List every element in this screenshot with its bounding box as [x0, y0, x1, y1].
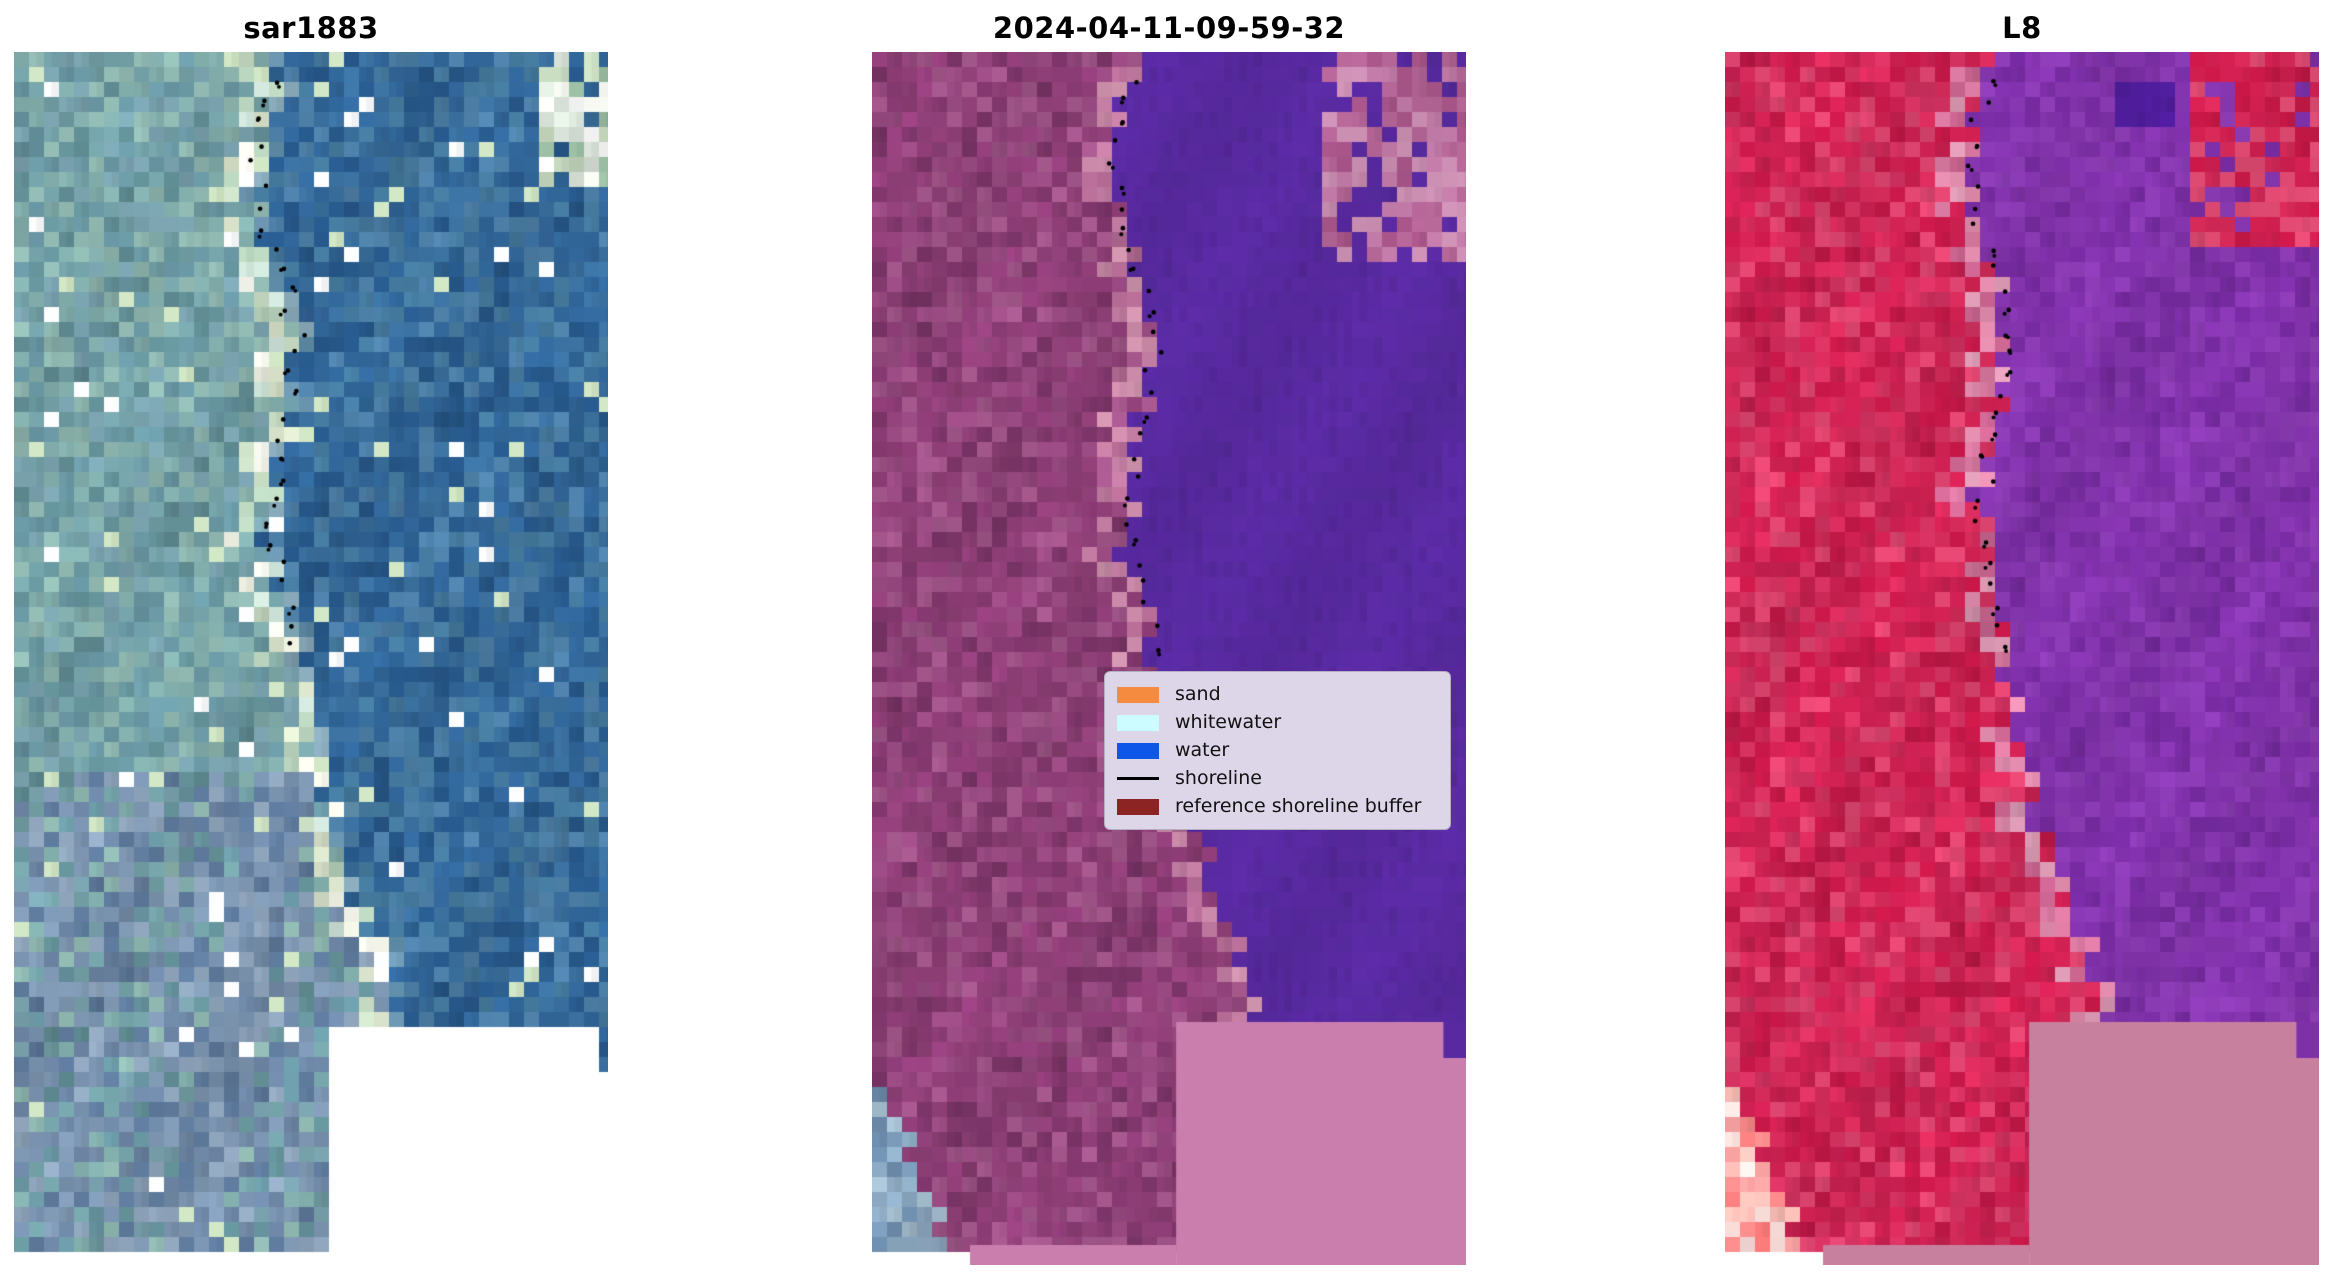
legend-swatch-water [1117, 742, 1159, 759]
legend: sand whitewater water shoreline reference sh… [1104, 671, 1451, 830]
legend-label: whitewater [1175, 711, 1282, 733]
legend-label: water [1175, 739, 1230, 761]
panel-classified-image: 2024-04-11-09-59-32 sand whitewater water s… [872, 0, 1466, 1283]
legend-item-shoreline: shoreline [1117, 765, 1438, 792]
legend-item-reference-shoreline-buffer: reference shoreline buffer [1117, 793, 1438, 820]
panel-l8: L8 [1725, 0, 2319, 1283]
l8-image-canvas [1725, 52, 2319, 1265]
panel-sar1883: sar1883 [14, 0, 608, 1283]
legend-label: shoreline [1175, 767, 1262, 789]
sar-image-canvas [14, 52, 608, 1265]
panel-title-date: 2024-04-11-09-59-32 [992, 11, 1346, 45]
panel-title-l8: L8 [2002, 11, 2042, 45]
legend-item-whitewater: whitewater [1117, 709, 1438, 736]
legend-swatch-sand [1117, 686, 1159, 703]
panel-title-sar1883: sar1883 [243, 11, 379, 45]
classified-image-canvas [872, 52, 1466, 1265]
legend-swatch-whitewater [1117, 714, 1159, 731]
legend-label: sand [1175, 683, 1221, 705]
legend-item-water: water [1117, 737, 1438, 764]
legend-swatch-shoreline [1117, 777, 1159, 780]
legend-swatch-reference-shoreline-buffer [1117, 798, 1159, 815]
legend-label: reference shoreline buffer [1175, 795, 1422, 817]
legend-item-sand: sand [1117, 681, 1438, 708]
